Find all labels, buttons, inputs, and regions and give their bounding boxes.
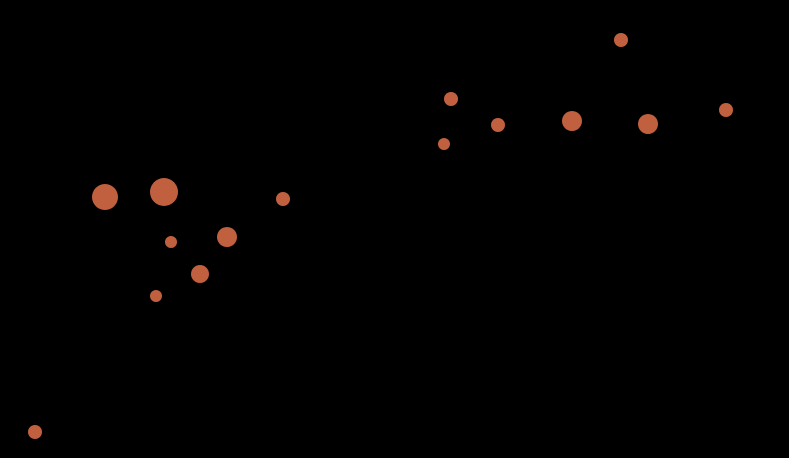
bubble-point[interactable] xyxy=(276,192,290,206)
bubble-point[interactable] xyxy=(92,184,118,210)
bubble-point[interactable] xyxy=(491,118,505,132)
bubble-point[interactable] xyxy=(165,236,177,248)
bubble-series-group xyxy=(28,33,733,439)
bubble-point[interactable] xyxy=(562,111,582,131)
bubble-point[interactable] xyxy=(614,33,628,47)
bubble-point[interactable] xyxy=(28,425,42,439)
bubble-point[interactable] xyxy=(150,290,162,302)
bubble-point[interactable] xyxy=(638,114,658,134)
bubble-point[interactable] xyxy=(191,265,209,283)
bubble-point[interactable] xyxy=(438,138,450,150)
bubble-point[interactable] xyxy=(719,103,733,117)
bubble-point[interactable] xyxy=(444,92,458,106)
bubble-point[interactable] xyxy=(217,227,237,247)
bubble-point[interactable] xyxy=(150,178,178,206)
